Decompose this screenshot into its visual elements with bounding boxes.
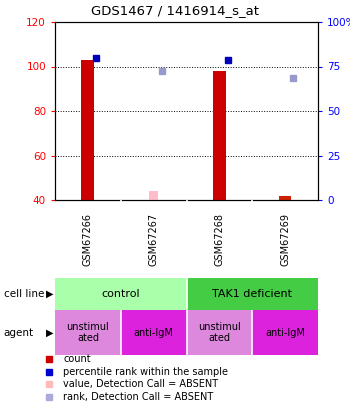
Bar	[149, 191, 158, 200]
Text: GSM67268: GSM67268	[214, 213, 224, 266]
Text: anti-IgM: anti-IgM	[134, 328, 174, 337]
Text: rank, Detection Call = ABSENT: rank, Detection Call = ABSENT	[63, 392, 214, 402]
Text: agent: agent	[4, 328, 34, 337]
Bar	[279, 196, 291, 200]
Text: unstimul
ated: unstimul ated	[198, 322, 241, 343]
Text: ▶: ▶	[46, 328, 54, 337]
Text: GDS1467 / 1416914_s_at: GDS1467 / 1416914_s_at	[91, 4, 259, 17]
Bar	[55, 310, 121, 355]
Text: count: count	[63, 354, 91, 364]
Bar	[121, 310, 187, 355]
Text: GSM67266: GSM67266	[83, 213, 93, 266]
Text: ▶: ▶	[46, 289, 54, 299]
Bar	[55, 278, 187, 310]
Bar	[213, 71, 226, 200]
Text: unstimul
ated: unstimul ated	[66, 322, 109, 343]
Text: cell line: cell line	[4, 289, 44, 299]
Text: control: control	[102, 289, 140, 299]
Bar	[252, 310, 318, 355]
Bar	[187, 278, 318, 310]
Bar	[81, 60, 94, 200]
Text: TAK1 deficient: TAK1 deficient	[212, 289, 292, 299]
Text: GSM67269: GSM67269	[280, 213, 290, 266]
Bar	[187, 310, 252, 355]
Text: GSM67267: GSM67267	[149, 213, 159, 266]
Text: value, Detection Call = ABSENT: value, Detection Call = ABSENT	[63, 379, 218, 389]
Text: percentile rank within the sample: percentile rank within the sample	[63, 367, 228, 377]
Text: anti-IgM: anti-IgM	[265, 328, 305, 337]
